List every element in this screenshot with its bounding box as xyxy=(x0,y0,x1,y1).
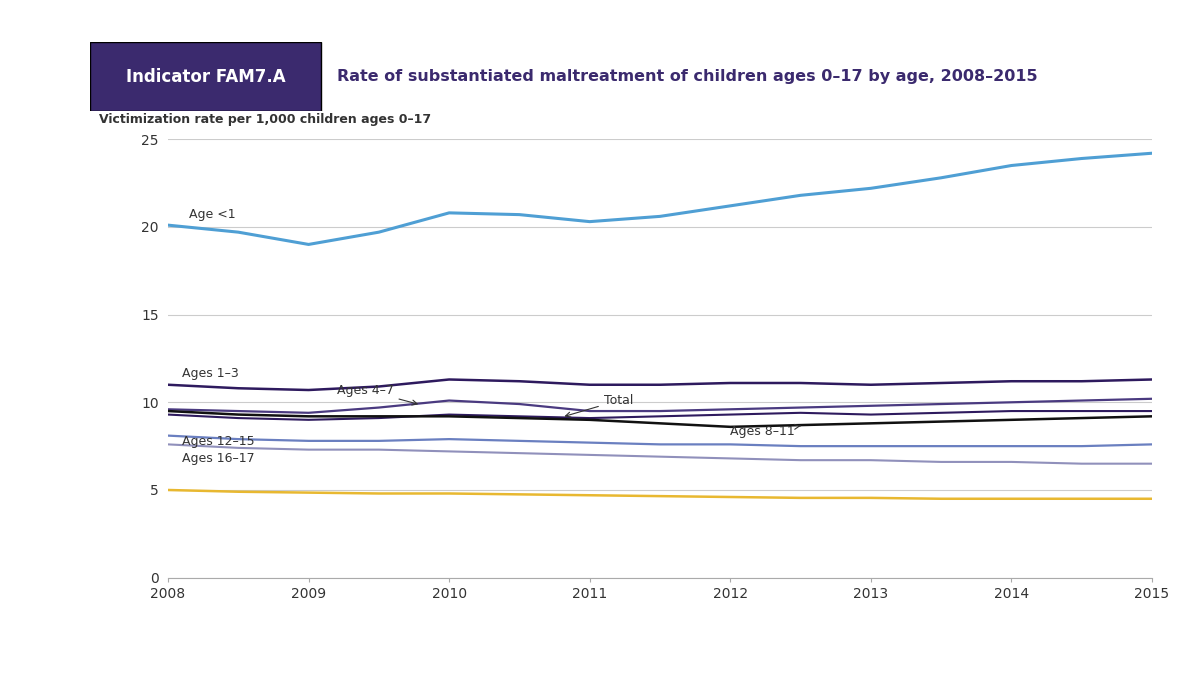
Text: Ages 1–3: Ages 1–3 xyxy=(182,367,239,380)
Text: Ages 12–15: Ages 12–15 xyxy=(182,435,254,448)
Text: Age <1: Age <1 xyxy=(190,208,235,221)
Text: Ages 8–11: Ages 8–11 xyxy=(731,425,800,438)
Text: Total: Total xyxy=(565,394,634,417)
Text: Ages 4–7: Ages 4–7 xyxy=(337,383,418,405)
Text: Indicator FAM7.A: Indicator FAM7.A xyxy=(126,68,286,86)
Text: Ages 16–17: Ages 16–17 xyxy=(182,452,254,465)
Text: Victimization rate per 1,000 children ages 0–17: Victimization rate per 1,000 children ag… xyxy=(100,113,431,126)
Text: Rate of substantiated maltreatment of children ages 0–17 by age, 2008–2015: Rate of substantiated maltreatment of ch… xyxy=(337,69,1038,84)
FancyBboxPatch shape xyxy=(90,42,320,111)
